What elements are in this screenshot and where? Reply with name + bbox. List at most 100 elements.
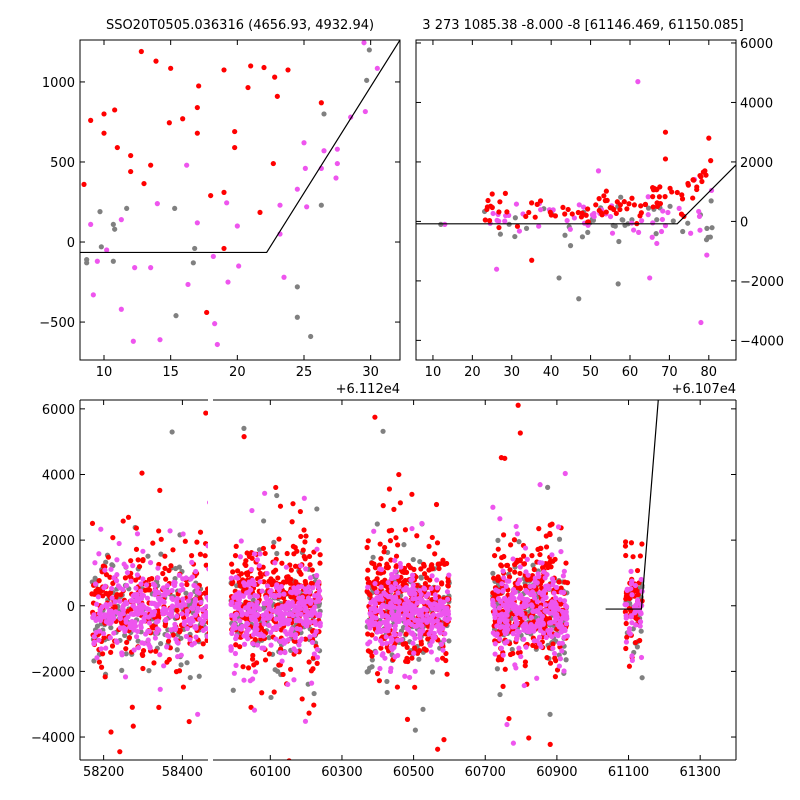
- point-magenta: [576, 202, 582, 208]
- point-red: [425, 636, 431, 642]
- point-red: [544, 655, 550, 661]
- point-grey: [670, 218, 676, 224]
- point-red: [485, 197, 491, 204]
- point-magenta: [154, 626, 160, 632]
- point-red: [385, 565, 391, 571]
- point-magenta: [134, 531, 141, 537]
- point-magenta: [107, 635, 113, 641]
- point-red: [623, 645, 629, 652]
- point-magenta: [228, 575, 234, 581]
- point-magenta: [555, 633, 561, 639]
- point-magenta: [200, 607, 206, 613]
- point-magenta: [256, 563, 262, 569]
- point-magenta: [425, 599, 431, 605]
- point-magenta: [192, 596, 199, 603]
- point-red: [139, 470, 145, 476]
- point-magenta: [254, 642, 261, 648]
- point-magenta: [98, 646, 104, 652]
- point-red: [284, 578, 290, 584]
- point-magenta: [90, 614, 96, 621]
- point-magenta: [379, 613, 385, 620]
- point-magenta: [532, 578, 538, 584]
- point-magenta: [375, 623, 381, 629]
- point-red: [502, 666, 508, 672]
- point-red: [515, 402, 521, 408]
- point-magenta: [267, 629, 274, 636]
- point-red: [521, 553, 527, 559]
- x-tick-label: 20: [229, 365, 246, 380]
- point-red: [495, 546, 501, 552]
- point-red: [496, 654, 502, 660]
- point-magenta: [210, 253, 216, 260]
- point-grey: [294, 284, 300, 290]
- point-red: [221, 67, 227, 73]
- point-red: [506, 715, 512, 722]
- point-red: [276, 536, 282, 542]
- point-magenta: [168, 608, 175, 614]
- point-red: [128, 168, 134, 175]
- point-magenta: [595, 168, 602, 174]
- point-magenta: [90, 292, 96, 298]
- point-red: [166, 656, 172, 663]
- point-magenta: [409, 589, 415, 595]
- point-magenta: [632, 582, 639, 589]
- point-magenta: [333, 175, 339, 181]
- point-grey: [158, 551, 164, 557]
- point-magenta: [232, 625, 239, 631]
- point-red: [307, 562, 313, 568]
- point-red: [563, 560, 569, 566]
- point-red: [443, 657, 449, 664]
- point-red: [633, 615, 639, 621]
- point-grey: [124, 205, 130, 212]
- point-red: [621, 199, 627, 205]
- point-magenta: [127, 622, 134, 628]
- point-red: [273, 484, 279, 491]
- point-magenta: [160, 611, 166, 617]
- point-grey: [410, 556, 416, 563]
- point-red: [272, 74, 278, 80]
- point-magenta: [430, 612, 437, 618]
- point-magenta: [241, 580, 247, 586]
- point-magenta: [233, 662, 239, 668]
- point-red: [627, 595, 633, 602]
- point-red: [634, 567, 641, 574]
- point-magenta: [302, 586, 309, 592]
- point-magenta: [121, 625, 127, 631]
- point-magenta: [264, 583, 271, 589]
- point-magenta: [493, 266, 500, 272]
- point-magenta: [559, 608, 565, 615]
- x-tick-label: 10: [425, 365, 442, 380]
- point-magenta: [123, 616, 129, 623]
- point-magenta: [164, 644, 170, 650]
- point-magenta: [536, 223, 542, 229]
- point-magenta: [307, 612, 314, 618]
- point-red: [163, 576, 169, 582]
- point-magenta: [654, 240, 660, 247]
- point-grey: [308, 333, 314, 340]
- point-grey: [158, 641, 164, 647]
- point-magenta: [637, 623, 643, 629]
- point-grey: [616, 238, 622, 245]
- point-magenta: [658, 228, 665, 235]
- point-magenta: [688, 230, 694, 236]
- point-magenta: [225, 279, 231, 285]
- point-magenta: [385, 628, 391, 634]
- point-red: [617, 206, 623, 213]
- point-magenta: [234, 223, 240, 229]
- point-grey: [707, 234, 713, 240]
- point-grey: [274, 492, 280, 499]
- point-grey: [494, 666, 501, 672]
- point-grey: [370, 554, 376, 560]
- point-magenta: [513, 201, 520, 207]
- point-red: [114, 144, 120, 151]
- point-red: [102, 674, 108, 680]
- point-magenta: [111, 630, 117, 636]
- point-magenta: [553, 584, 560, 590]
- point-magenta: [545, 583, 551, 589]
- point-grey: [567, 243, 574, 249]
- point-magenta: [424, 612, 430, 618]
- point-magenta: [228, 601, 234, 608]
- point-magenta: [311, 593, 318, 599]
- point-magenta: [264, 611, 270, 618]
- x-tick-label: 10: [96, 365, 113, 380]
